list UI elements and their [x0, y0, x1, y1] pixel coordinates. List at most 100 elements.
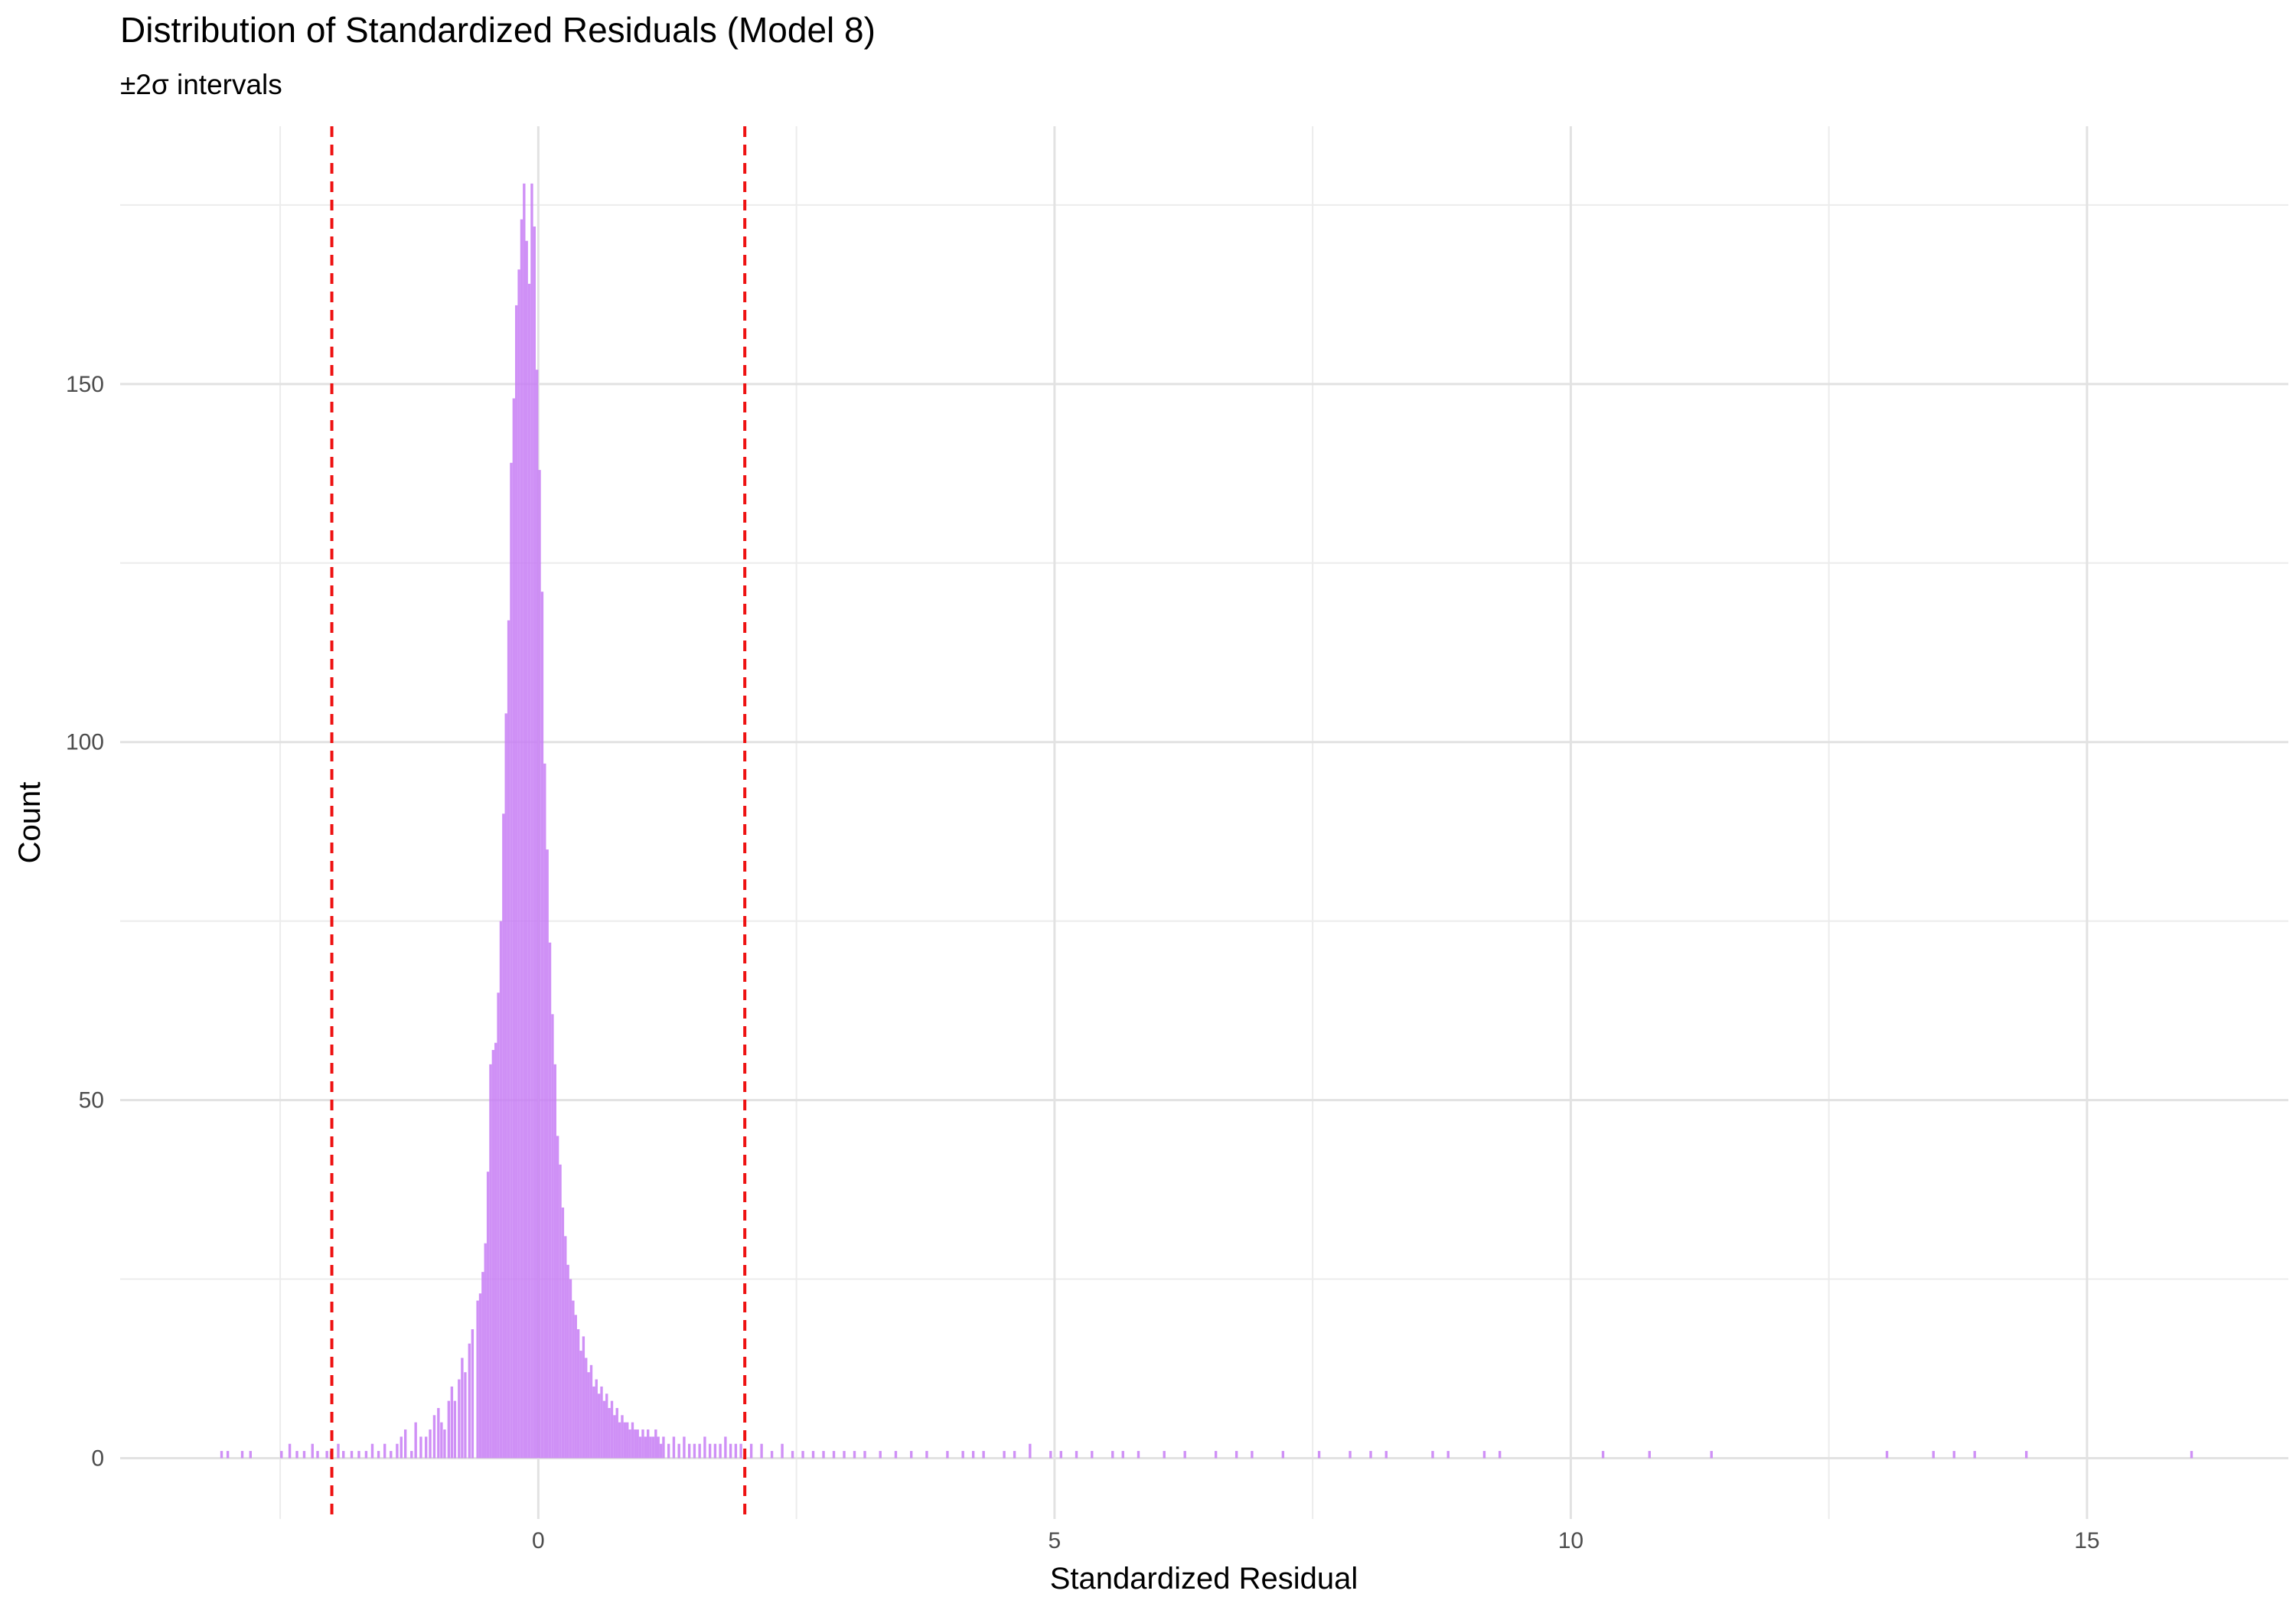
histogram-bar	[489, 1064, 492, 1459]
histogram-bar	[729, 1443, 732, 1459]
histogram-bar	[311, 1443, 314, 1459]
histogram-bar	[1163, 1451, 1166, 1459]
histogram-bar	[595, 1379, 598, 1459]
histogram-bar	[520, 219, 523, 1459]
histogram-bar	[437, 1407, 440, 1459]
histogram-bar	[390, 1451, 393, 1459]
histogram-bar	[649, 1436, 652, 1459]
histogram-bar	[561, 1207, 565, 1459]
histogram-bar	[440, 1422, 443, 1459]
histogram-bar	[739, 1443, 742, 1459]
histogram-bar	[507, 620, 510, 1459]
histogram-bar	[458, 1379, 461, 1459]
histogram-bar	[432, 1415, 436, 1459]
chart-title: Distribution of Standardized Residuals (…	[120, 10, 876, 50]
histogram-bar	[1111, 1451, 1114, 1459]
histogram-bar	[713, 1443, 717, 1459]
histogram-bar	[481, 1272, 484, 1459]
histogram-bar	[1281, 1451, 1285, 1459]
histogram-bar	[453, 1400, 457, 1459]
histogram-bar	[1498, 1451, 1502, 1459]
histogram-bar	[1446, 1451, 1450, 1459]
histogram-bar	[672, 1436, 676, 1459]
histogram-bar	[295, 1451, 298, 1459]
histogram-bar	[325, 1451, 328, 1459]
histogram-bar	[564, 1236, 567, 1459]
histogram-bar	[687, 1443, 691, 1459]
histogram-bar	[634, 1429, 637, 1459]
histogram-bar	[499, 921, 503, 1459]
histogram-bar	[749, 1443, 753, 1459]
histogram-bar	[553, 1064, 556, 1459]
histogram-bar	[638, 1436, 642, 1459]
histogram-bar	[530, 183, 533, 1459]
histogram-bar	[605, 1393, 608, 1459]
histogram-bar	[419, 1436, 422, 1459]
histogram-bar	[853, 1451, 856, 1459]
histogram-bar	[615, 1407, 618, 1459]
histogram-bar	[403, 1429, 407, 1459]
histogram-bar	[1234, 1451, 1238, 1459]
histogram-bar	[677, 1443, 680, 1459]
histogram-bar	[1121, 1451, 1124, 1459]
histogram-bar	[383, 1443, 386, 1459]
histogram-bar	[486, 1172, 490, 1459]
histogram-bar	[894, 1451, 898, 1459]
histogram-bar	[396, 1443, 399, 1459]
histogram-bar	[600, 1386, 603, 1459]
histogram-bar	[342, 1451, 345, 1459]
histogram-bar	[1183, 1451, 1186, 1459]
histogram-bar	[602, 1400, 606, 1459]
y-tick-label: 150	[66, 372, 104, 397]
histogram-bar	[610, 1400, 614, 1459]
histogram-bar	[576, 1329, 580, 1459]
histogram-bar	[698, 1443, 701, 1459]
histogram-bar	[863, 1451, 866, 1459]
histogram-bar	[535, 370, 539, 1459]
histogram-bar	[2024, 1451, 2028, 1459]
histogram-bar	[447, 1400, 451, 1459]
histogram-bar	[1431, 1451, 1434, 1459]
histogram-bar	[724, 1436, 727, 1459]
histogram-bar	[623, 1422, 627, 1459]
histogram-bar	[226, 1451, 230, 1459]
histogram-bar	[1384, 1451, 1388, 1459]
histogram-bar	[357, 1451, 360, 1459]
histogram-bar	[478, 1293, 482, 1459]
histogram-bar	[1003, 1451, 1006, 1459]
histogram-bar	[683, 1436, 686, 1459]
histogram-bar	[504, 713, 507, 1459]
histogram-bar	[471, 1329, 475, 1459]
histogram-bar	[240, 1451, 244, 1459]
histogram-bar	[288, 1443, 292, 1459]
histogram-bar	[667, 1443, 670, 1459]
histogram-bar	[350, 1451, 354, 1459]
histogram-bar	[2190, 1451, 2193, 1459]
histogram-bar	[657, 1436, 660, 1459]
histogram-bar	[1214, 1451, 1218, 1459]
histogram-bar	[644, 1436, 647, 1459]
histogram-bar	[811, 1451, 815, 1459]
histogram-bar	[1710, 1451, 1713, 1459]
histogram-bar	[1601, 1451, 1605, 1459]
histogram-bar	[1648, 1451, 1651, 1459]
histogram-bar	[585, 1358, 588, 1459]
histogram-bar	[659, 1443, 663, 1459]
histogram-bar	[1251, 1451, 1254, 1459]
histogram-bar	[414, 1422, 417, 1459]
histogram-bar	[708, 1443, 712, 1459]
histogram-bar	[249, 1451, 253, 1459]
histogram-bar	[1091, 1451, 1094, 1459]
histogram-bar	[538, 470, 541, 1459]
histogram-bar	[464, 1372, 467, 1459]
histogram-bar	[1973, 1451, 1976, 1459]
x-tick-label: 0	[532, 1528, 545, 1553]
histogram-bar	[592, 1386, 595, 1459]
histogram-bar	[589, 1364, 593, 1459]
histogram-bar	[631, 1422, 634, 1459]
x-tick-label: 10	[1558, 1528, 1583, 1553]
histogram-bar	[1059, 1451, 1063, 1459]
histogram-bar	[946, 1451, 949, 1459]
histogram-bar	[515, 305, 518, 1459]
